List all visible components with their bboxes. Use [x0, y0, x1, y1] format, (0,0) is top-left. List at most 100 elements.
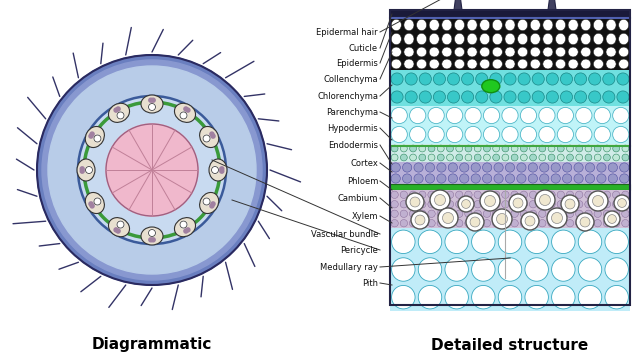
- Circle shape: [447, 107, 463, 123]
- Ellipse shape: [619, 47, 628, 57]
- Circle shape: [539, 145, 546, 152]
- Circle shape: [433, 73, 445, 85]
- Ellipse shape: [404, 47, 414, 57]
- Circle shape: [184, 229, 188, 233]
- Circle shape: [612, 126, 629, 143]
- Circle shape: [474, 145, 481, 152]
- Circle shape: [506, 174, 515, 183]
- Ellipse shape: [454, 47, 465, 57]
- Ellipse shape: [505, 19, 515, 31]
- Circle shape: [445, 230, 468, 253]
- Circle shape: [604, 201, 611, 208]
- Circle shape: [612, 107, 629, 123]
- Circle shape: [520, 191, 527, 198]
- Ellipse shape: [404, 33, 414, 45]
- Circle shape: [617, 91, 629, 103]
- Circle shape: [532, 91, 544, 103]
- Ellipse shape: [568, 33, 578, 45]
- Bar: [390, 10, 630, 18]
- Circle shape: [410, 126, 426, 143]
- Circle shape: [605, 258, 628, 281]
- Text: Endodermis: Endodermis: [328, 140, 378, 149]
- Circle shape: [90, 132, 94, 136]
- Circle shape: [466, 213, 484, 231]
- Circle shape: [621, 191, 629, 198]
- Ellipse shape: [467, 47, 477, 57]
- Circle shape: [465, 154, 472, 161]
- Circle shape: [492, 201, 500, 208]
- Circle shape: [557, 107, 573, 123]
- Ellipse shape: [480, 19, 490, 31]
- Circle shape: [566, 145, 573, 152]
- Circle shape: [585, 191, 592, 198]
- Circle shape: [547, 73, 559, 85]
- Circle shape: [580, 217, 590, 227]
- Circle shape: [391, 163, 401, 172]
- Circle shape: [437, 174, 446, 183]
- Circle shape: [520, 126, 536, 143]
- Ellipse shape: [85, 193, 104, 213]
- Circle shape: [492, 210, 500, 217]
- Circle shape: [586, 163, 595, 172]
- Circle shape: [497, 213, 508, 225]
- Ellipse shape: [580, 59, 591, 69]
- Circle shape: [621, 220, 629, 227]
- Circle shape: [575, 201, 583, 208]
- Circle shape: [428, 220, 435, 227]
- Ellipse shape: [492, 47, 502, 57]
- Circle shape: [509, 194, 527, 212]
- Circle shape: [471, 163, 481, 172]
- Circle shape: [540, 163, 549, 172]
- Circle shape: [502, 191, 509, 198]
- Circle shape: [465, 201, 472, 208]
- Circle shape: [392, 258, 415, 281]
- Circle shape: [612, 220, 620, 227]
- Circle shape: [604, 154, 611, 161]
- Circle shape: [42, 60, 262, 280]
- Circle shape: [612, 145, 620, 152]
- Ellipse shape: [556, 19, 566, 31]
- Circle shape: [151, 98, 155, 102]
- Circle shape: [539, 201, 546, 208]
- Circle shape: [48, 66, 256, 274]
- Circle shape: [576, 107, 592, 123]
- Circle shape: [557, 220, 564, 227]
- Circle shape: [78, 96, 226, 244]
- Circle shape: [566, 210, 573, 217]
- Ellipse shape: [442, 33, 452, 45]
- Circle shape: [474, 220, 481, 227]
- Ellipse shape: [391, 59, 401, 69]
- Circle shape: [597, 163, 606, 172]
- Circle shape: [456, 154, 463, 161]
- Bar: [390, 184, 630, 190]
- Circle shape: [472, 230, 495, 253]
- Ellipse shape: [391, 47, 401, 57]
- Ellipse shape: [454, 33, 465, 45]
- Circle shape: [604, 220, 611, 227]
- Circle shape: [448, 174, 458, 183]
- Circle shape: [618, 199, 627, 207]
- Circle shape: [391, 107, 407, 123]
- Ellipse shape: [108, 217, 129, 237]
- Circle shape: [520, 145, 527, 152]
- Ellipse shape: [429, 47, 439, 57]
- Ellipse shape: [429, 33, 439, 45]
- Circle shape: [525, 230, 548, 253]
- Ellipse shape: [606, 47, 616, 57]
- Circle shape: [502, 126, 518, 143]
- Ellipse shape: [442, 19, 452, 31]
- Circle shape: [89, 202, 93, 206]
- Circle shape: [585, 145, 592, 152]
- Circle shape: [593, 195, 604, 207]
- Ellipse shape: [417, 59, 427, 69]
- Circle shape: [557, 126, 573, 143]
- Ellipse shape: [442, 59, 452, 69]
- Circle shape: [437, 163, 446, 172]
- Ellipse shape: [492, 19, 502, 31]
- Circle shape: [80, 167, 84, 171]
- Circle shape: [220, 167, 224, 171]
- Ellipse shape: [505, 59, 515, 69]
- Circle shape: [114, 228, 118, 232]
- Circle shape: [502, 107, 518, 123]
- Ellipse shape: [200, 193, 219, 213]
